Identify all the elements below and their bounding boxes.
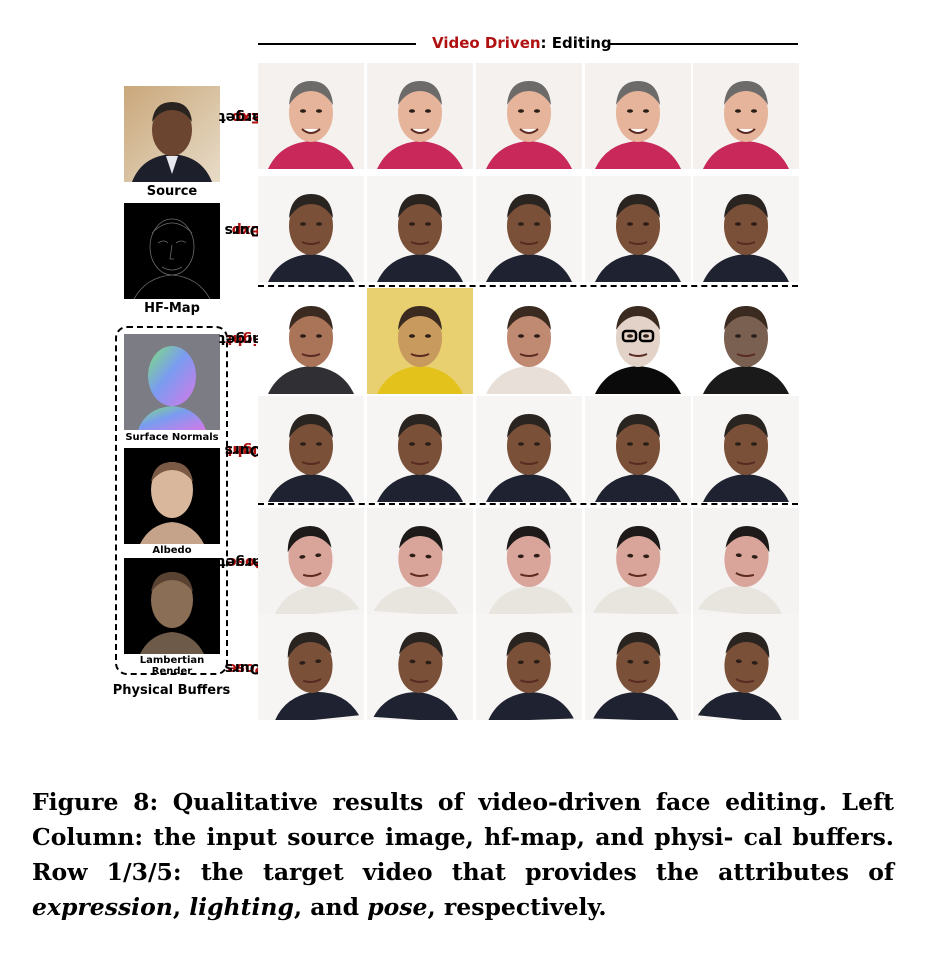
- header-title-black: : Editing: [540, 34, 612, 52]
- separator-pose: [258, 503, 798, 505]
- exp-ours-frame: [476, 176, 582, 282]
- row-label-exp-ours: Exp -Ours: [225, 176, 268, 284]
- pose-target-frame: [693, 508, 799, 614]
- figure-header: Video Driven: Editing: [432, 34, 612, 52]
- physical-buffers-group: [115, 326, 228, 675]
- hf-map-image: [124, 203, 220, 299]
- exp-target-frame: [476, 63, 582, 169]
- light-target-frame: [693, 288, 799, 394]
- pose-ours-frame: [693, 614, 799, 720]
- hf-map-label: HF-Map: [144, 301, 200, 316]
- caption-tail: , respectively.: [427, 893, 607, 921]
- pose-target-frame: [476, 508, 582, 614]
- exp-ours-frame: [585, 176, 691, 282]
- light-ours-frame: [476, 396, 582, 502]
- exp-ours-frame: [367, 176, 473, 282]
- lambertian-render-image: [124, 558, 220, 654]
- exp-ours-frame: [258, 176, 364, 282]
- separator-light: [258, 285, 798, 287]
- light-ours-frame: [585, 396, 691, 502]
- row-label-light-target: Light -Target: [219, 285, 273, 393]
- caption-sep: , and: [293, 893, 368, 921]
- light-target-frame: [585, 288, 691, 394]
- row-label-pose-ours: Pose -Ours: [225, 614, 268, 722]
- surface-normals-image: [124, 334, 220, 430]
- row-label-pose-target: Pose -Target: [219, 508, 273, 616]
- exp-target-frame: [258, 63, 364, 169]
- caption-lead: Figure 8: Qualitative results of video-d…: [32, 788, 894, 886]
- pose-target-frame: [367, 508, 473, 614]
- albedo-image: [124, 448, 220, 544]
- albedo-label: Albedo: [152, 545, 192, 556]
- surface-normals-label: Surface Normals: [125, 432, 219, 443]
- pose-ours-frame: [585, 614, 691, 720]
- light-ours-frame: [258, 396, 364, 502]
- exp-target-frame: [585, 63, 691, 169]
- source-label: Source: [146, 184, 198, 199]
- pose-ours-frame: [258, 614, 364, 720]
- pose-target-frame: [585, 508, 691, 614]
- pose-ours-frame: [476, 614, 582, 720]
- light-target-frame: [258, 288, 364, 394]
- caption-em-pose: pose: [367, 893, 428, 921]
- exp-target-frame: [693, 63, 799, 169]
- exp-ours-frame: [693, 176, 799, 282]
- light-target-frame: [367, 288, 473, 394]
- row-label-light-ours: Light -Ours: [225, 396, 268, 504]
- source-image: [124, 86, 220, 182]
- light-ours-frame: [693, 396, 799, 502]
- light-ours-frame: [367, 396, 473, 502]
- row-label-exp-target: Exp -Target: [219, 63, 273, 171]
- lambertian-render-label: Lambertian Render: [139, 655, 205, 677]
- header-rule-left: [258, 43, 416, 45]
- figure-caption: Figure 8: Qualitative results of video-d…: [32, 785, 894, 925]
- header-rule-right: [608, 43, 798, 45]
- light-target-frame: [476, 288, 582, 394]
- pose-target-frame: [258, 508, 364, 614]
- caption-sep: ,: [172, 893, 190, 921]
- caption-em-expression: expression: [32, 893, 173, 921]
- header-title-red: Video Driven: [432, 34, 541, 52]
- pose-ours-frame: [367, 614, 473, 720]
- caption-em-lighting: lighting: [189, 893, 294, 921]
- exp-target-frame: [367, 63, 473, 169]
- physical-buffers-label: Physical Buffers: [112, 683, 231, 698]
